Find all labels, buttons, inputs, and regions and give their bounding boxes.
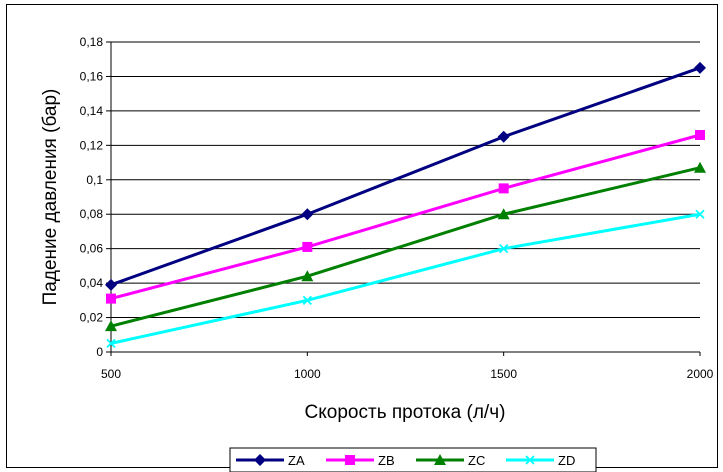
data-point-zc bbox=[105, 320, 117, 332]
legend-marker-za bbox=[254, 454, 266, 466]
y-tick-label: 0,02 bbox=[80, 311, 104, 325]
marker-stroke bbox=[106, 338, 116, 349]
legend-label-za: ZA bbox=[288, 453, 305, 468]
x-tick-label: 1000 bbox=[294, 367, 321, 381]
x-tick-label: 1500 bbox=[490, 367, 517, 381]
y-tick-label: 0,08 bbox=[80, 207, 104, 221]
chart-frame bbox=[6, 4, 718, 468]
y-axis-title: Падение давления (бар) bbox=[40, 89, 61, 306]
legend: ZA ZB ZC ZD bbox=[229, 447, 597, 472]
marker-stroke bbox=[302, 295, 312, 305]
data-point-zb bbox=[302, 241, 313, 252]
legend-label-zd: ZD bbox=[558, 453, 575, 468]
data-point-zd bbox=[106, 338, 116, 349]
legend-marker-zb bbox=[345, 455, 355, 465]
legend-marker-zc bbox=[434, 454, 446, 465]
tick-labels: 0 0,02 0,04 0,06 0,08 0,1 0,12 0,14 0,16 0,18 500 1… bbox=[80, 35, 714, 381]
data-point-za bbox=[694, 61, 706, 74]
x-axis-title: Скорость протока (л/ч) bbox=[305, 402, 506, 423]
data-point-za bbox=[301, 208, 314, 221]
marker-stroke bbox=[695, 209, 705, 219]
data-point-za bbox=[105, 278, 117, 291]
data-point-zd bbox=[695, 209, 705, 219]
legend-marker-zd bbox=[525, 455, 535, 465]
data-point-zb bbox=[106, 293, 116, 304]
x-tick-label: 2000 bbox=[687, 367, 714, 381]
series-line-zd bbox=[110, 212, 701, 345]
data-point-zd bbox=[302, 295, 312, 305]
axes bbox=[106, 41, 701, 356]
series-group bbox=[105, 61, 706, 349]
x-tick-label: 500 bbox=[101, 367, 121, 381]
gridlines bbox=[111, 41, 700, 319]
legend-label-zc: ZC bbox=[468, 453, 485, 468]
series-line-zb bbox=[110, 133, 701, 301]
series-line-zc bbox=[110, 166, 701, 328]
y-tick-label: 0,18 bbox=[80, 35, 104, 49]
y-tick-label: 0,12 bbox=[80, 138, 104, 152]
data-point-zc bbox=[497, 208, 510, 220]
marker-stroke bbox=[499, 244, 509, 254]
y-tick-label: 0,14 bbox=[80, 104, 104, 118]
y-tick-label: 0,16 bbox=[80, 69, 104, 83]
y-tick-label: 0,1 bbox=[86, 173, 103, 187]
series-line-za bbox=[110, 66, 701, 287]
data-point-za bbox=[497, 130, 510, 143]
data-point-zb bbox=[695, 130, 705, 140]
marker-stroke bbox=[525, 455, 535, 465]
y-tick-label: 0 bbox=[96, 345, 103, 359]
y-tick-label: 0,06 bbox=[80, 242, 104, 256]
y-tick-label: 0,04 bbox=[80, 276, 104, 290]
data-point-zd bbox=[499, 244, 509, 254]
data-point-zc bbox=[301, 270, 314, 282]
data-point-zb bbox=[498, 183, 509, 194]
legend-label-zb: ZB bbox=[378, 453, 395, 468]
data-point-zc bbox=[694, 161, 706, 173]
